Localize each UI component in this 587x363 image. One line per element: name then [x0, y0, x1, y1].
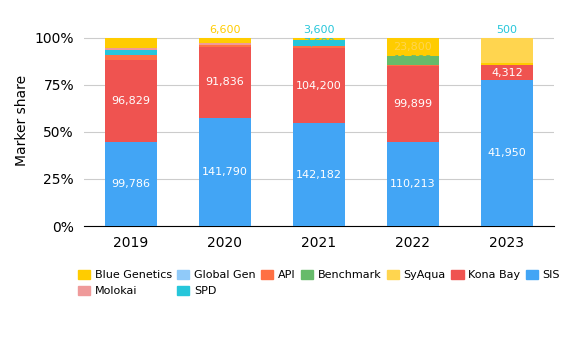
Text: 104,200: 104,200: [296, 81, 342, 90]
Text: 3,600: 3,600: [303, 25, 335, 35]
Bar: [387, 65, 439, 66]
Bar: [293, 123, 345, 226]
Y-axis label: Marker share: Marker share: [15, 75, 29, 166]
Text: 91,836: 91,836: [205, 77, 244, 87]
Text: 4,312: 4,312: [491, 68, 523, 78]
Bar: [481, 80, 533, 226]
Text: 110,213: 110,213: [390, 179, 436, 189]
Text: 99,786: 99,786: [112, 179, 150, 189]
Bar: [199, 118, 251, 226]
Text: 23,800: 23,800: [393, 42, 432, 52]
Text: 141,790: 141,790: [202, 167, 248, 177]
Text: 142,182: 142,182: [296, 170, 342, 180]
Bar: [387, 142, 439, 226]
Bar: [199, 43, 251, 45]
Text: 96,829: 96,829: [112, 96, 150, 106]
Bar: [293, 38, 345, 40]
Legend: Blue Genetics, Molokai, Global Gen, SPD, API, Benchmark, SyAqua, Kona Bay, SIS: Blue Genetics, Molokai, Global Gen, SPD,…: [73, 265, 564, 301]
Text: 6,600: 6,600: [209, 25, 241, 35]
Bar: [105, 38, 157, 48]
Text: 500: 500: [497, 25, 518, 35]
Bar: [387, 38, 439, 56]
Bar: [105, 142, 157, 226]
Bar: [105, 48, 157, 50]
Text: 7,680: 7,680: [303, 38, 335, 48]
Bar: [105, 54, 157, 60]
Bar: [293, 40, 345, 46]
Bar: [199, 38, 251, 43]
Bar: [481, 64, 533, 65]
Bar: [293, 46, 345, 48]
Bar: [481, 38, 533, 64]
Bar: [387, 56, 439, 65]
Bar: [199, 47, 251, 118]
Bar: [293, 48, 345, 123]
Text: 99,899: 99,899: [393, 99, 433, 109]
Bar: [387, 66, 439, 142]
Bar: [105, 60, 157, 142]
Bar: [481, 65, 533, 80]
Text: 7,400: 7,400: [491, 45, 523, 56]
Bar: [105, 50, 157, 54]
Bar: [199, 45, 251, 47]
Text: 41,950: 41,950: [488, 148, 527, 158]
Text: 11,588: 11,588: [393, 55, 432, 65]
